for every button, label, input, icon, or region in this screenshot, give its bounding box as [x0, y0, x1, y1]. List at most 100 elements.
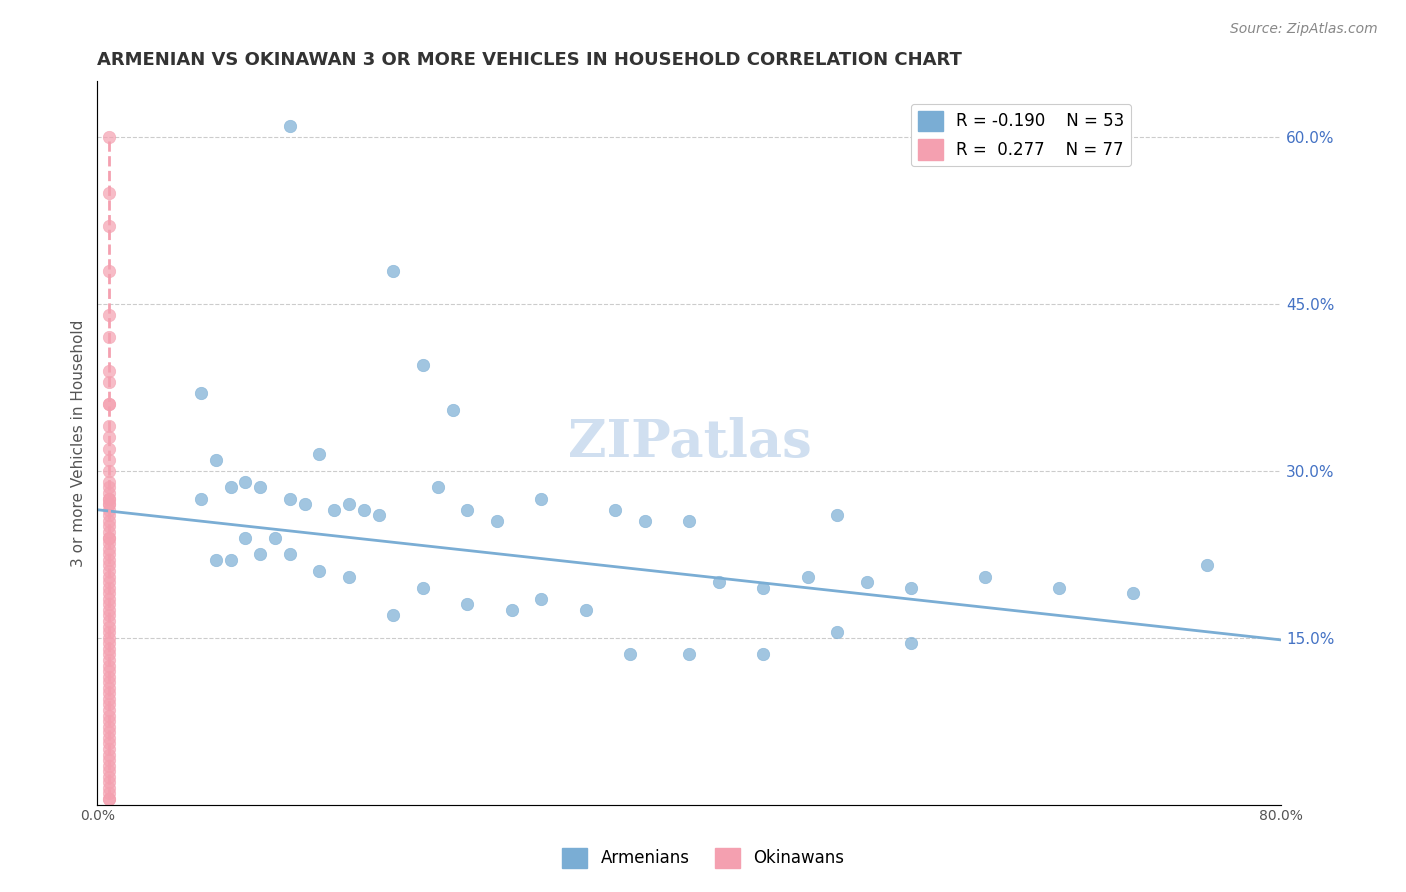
- Point: [98, 531, 121, 545]
- Point: [98, 219, 121, 233]
- Point: [98, 731, 121, 745]
- Point: [235, 475, 257, 489]
- Point: [98, 648, 121, 662]
- Point: [98, 497, 121, 511]
- Point: [98, 742, 121, 756]
- Point: [827, 508, 849, 523]
- Point: [98, 519, 121, 533]
- Point: [456, 597, 478, 611]
- Point: [98, 558, 121, 573]
- Point: [98, 491, 121, 506]
- Point: [827, 625, 849, 640]
- Point: [190, 385, 212, 400]
- Point: [98, 787, 121, 801]
- Point: [264, 531, 287, 545]
- Point: [900, 581, 922, 595]
- Legend: Armenians, Okinawans: Armenians, Okinawans: [555, 841, 851, 875]
- Point: [98, 714, 121, 728]
- Point: [98, 397, 121, 411]
- Point: [1197, 558, 1219, 573]
- Point: [98, 664, 121, 678]
- Text: ARMENIAN VS OKINAWAN 3 OR MORE VEHICLES IN HOUSEHOLD CORRELATION CHART: ARMENIAN VS OKINAWAN 3 OR MORE VEHICLES …: [97, 51, 962, 69]
- Point: [1122, 586, 1144, 600]
- Point: [98, 764, 121, 779]
- Point: [204, 553, 226, 567]
- Point: [98, 603, 121, 617]
- Point: [752, 581, 775, 595]
- Point: [98, 419, 121, 434]
- Point: [98, 581, 121, 595]
- Point: [678, 514, 700, 528]
- Point: [412, 358, 434, 372]
- Point: [98, 631, 121, 645]
- Point: [98, 397, 121, 411]
- Point: [219, 553, 242, 567]
- Point: [856, 575, 879, 590]
- Point: [98, 481, 121, 495]
- Point: [634, 514, 657, 528]
- Point: [98, 686, 121, 700]
- Point: [98, 541, 121, 556]
- Point: [98, 531, 121, 545]
- Point: [98, 186, 121, 200]
- Point: [249, 481, 271, 495]
- Point: [98, 708, 121, 723]
- Point: [98, 636, 121, 650]
- Point: [98, 608, 121, 623]
- Point: [278, 547, 301, 561]
- Point: [797, 569, 820, 583]
- Point: [752, 648, 775, 662]
- Point: [98, 514, 121, 528]
- Point: [98, 502, 121, 516]
- Point: [308, 447, 330, 461]
- Point: [98, 491, 121, 506]
- Point: [98, 792, 121, 806]
- Point: [974, 569, 997, 583]
- Point: [98, 653, 121, 667]
- Point: [323, 502, 346, 516]
- Point: [530, 491, 553, 506]
- Point: [98, 486, 121, 500]
- Point: [308, 564, 330, 578]
- Point: [98, 670, 121, 684]
- Point: [1047, 581, 1070, 595]
- Point: [98, 586, 121, 600]
- Point: [204, 452, 226, 467]
- Point: [619, 648, 641, 662]
- Point: [530, 591, 553, 606]
- Point: [707, 575, 730, 590]
- Point: [367, 508, 389, 523]
- Point: [98, 591, 121, 606]
- Point: [98, 675, 121, 690]
- Point: [382, 608, 405, 623]
- Point: [426, 481, 449, 495]
- Point: [98, 692, 121, 706]
- Text: ZIPatlas: ZIPatlas: [568, 417, 811, 468]
- Point: [337, 497, 360, 511]
- Point: [605, 502, 627, 516]
- Point: [249, 547, 271, 561]
- Point: [98, 475, 121, 489]
- Point: [98, 330, 121, 344]
- Point: [900, 636, 922, 650]
- Point: [98, 375, 121, 389]
- Point: [98, 736, 121, 750]
- Point: [678, 648, 700, 662]
- Y-axis label: 3 or more Vehicles in Household: 3 or more Vehicles in Household: [72, 319, 86, 566]
- Point: [98, 569, 121, 583]
- Point: [219, 481, 242, 495]
- Point: [98, 753, 121, 767]
- Point: [441, 402, 464, 417]
- Point: [98, 308, 121, 322]
- Point: [412, 581, 434, 595]
- Point: [98, 725, 121, 739]
- Point: [98, 575, 121, 590]
- Point: [235, 531, 257, 545]
- Point: [98, 747, 121, 762]
- Point: [382, 263, 405, 277]
- Point: [98, 464, 121, 478]
- Point: [294, 497, 316, 511]
- Legend: R = -0.190    N = 53, R =  0.277    N = 77: R = -0.190 N = 53, R = 0.277 N = 77: [911, 104, 1130, 167]
- Point: [98, 703, 121, 717]
- Point: [278, 491, 301, 506]
